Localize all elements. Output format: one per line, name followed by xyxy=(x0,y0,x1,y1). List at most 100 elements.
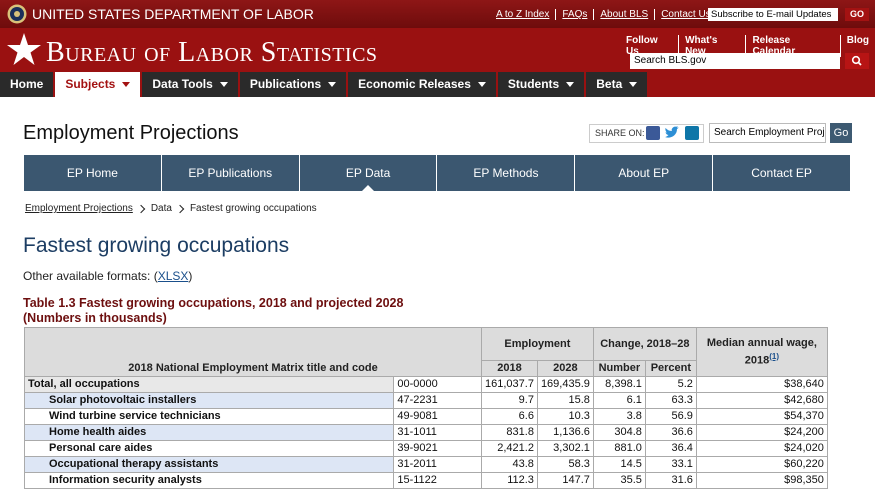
occupation-code: 39-9021 xyxy=(393,440,482,457)
occupation-code: 15-1122 xyxy=(393,472,482,489)
occupation-code: 31-1011 xyxy=(393,424,482,441)
ep-tab[interactable]: EP Methods xyxy=(437,155,575,191)
cell: $38,640 xyxy=(695,376,828,393)
nav-item[interactable]: Beta xyxy=(586,72,648,97)
nav-label: Home xyxy=(10,77,44,91)
occupation-name: Total, all occupations xyxy=(23,376,395,393)
nav-item[interactable]: Economic Releases xyxy=(348,72,496,97)
cell: 6.6 xyxy=(481,408,538,425)
table-row: Home health aides 31-1011 831.8 1,136.6 304.… xyxy=(23,424,828,441)
nav-item[interactable]: Publications xyxy=(239,72,347,97)
ep-search-go[interactable]: Go xyxy=(830,123,852,143)
linkedin-icon[interactable] xyxy=(685,126,699,140)
crumb-separator xyxy=(175,204,185,213)
ep-search[interactable]: Search Employment Proj xyxy=(709,123,826,143)
occupation-code: 31-2011 xyxy=(393,456,482,473)
cell: $24,200 xyxy=(695,424,828,441)
ep-tab[interactable]: Contact EP xyxy=(713,155,850,191)
cell: $54,370 xyxy=(695,408,828,425)
twitter-icon[interactable] xyxy=(664,126,680,140)
occupation-code: 00-0000 xyxy=(393,376,482,393)
occupation-name: Solar photovoltaic installers xyxy=(23,392,395,409)
bls-search[interactable]: Search BLS.gov xyxy=(630,53,840,69)
table-row: Solar photovoltaic installers 47-2231 9.7 1… xyxy=(23,392,828,409)
facebook-icon[interactable] xyxy=(646,126,660,140)
subscribe-go[interactable]: GO xyxy=(845,8,869,21)
nav-label: Subjects xyxy=(65,77,116,91)
cell: 1,136.6 xyxy=(536,424,594,441)
nav-caret xyxy=(328,82,337,87)
cell: 36.4 xyxy=(644,440,697,457)
subheader-row: 2018 2028 Number Percent xyxy=(25,360,828,377)
table-row: Occupational therapy assistants 31-2011 43… xyxy=(23,456,828,473)
bls-search-button[interactable] xyxy=(845,53,869,69)
employment-header: Employment xyxy=(481,327,594,361)
follow-link[interactable]: Blog xyxy=(839,35,875,57)
cell: 8,398.1 xyxy=(592,376,646,393)
formats-prefix: Other available formats: ( xyxy=(23,269,158,283)
search-icon xyxy=(851,55,862,66)
nav-label: Students xyxy=(507,77,560,91)
table-body: Total, all occupations 00-0000 161,037.7 16… xyxy=(23,376,828,489)
cell: 3.8 xyxy=(592,408,646,425)
table-row: Information security analysts 15-1122 112.… xyxy=(23,472,828,489)
cell: 881.0 xyxy=(592,440,646,457)
cell: 36.6 xyxy=(644,424,697,441)
top-link[interactable]: Contact Us xyxy=(654,9,716,20)
nav-list: Home Subjects Data Tools Publications Econom… xyxy=(0,72,649,97)
cell: 43.8 xyxy=(481,456,538,473)
cell: 31.6 xyxy=(644,472,697,489)
ep-tab[interactable]: About EP xyxy=(575,155,713,191)
table-row: Total, all occupations 00-0000 161,037.7 16… xyxy=(23,376,828,393)
nav-item[interactable]: Home xyxy=(0,72,54,97)
table-caption: Table 1.3 Fastest growing occupations, 2… xyxy=(23,296,403,326)
caption-title: Table 1.3 Fastest growing occupations, 2… xyxy=(23,296,404,310)
top-link[interactable]: A to Z Index xyxy=(496,9,550,20)
section-title: Employment Projections xyxy=(23,122,239,144)
ep-tab[interactable]: EP Home xyxy=(24,155,161,191)
share-box: SHARE ON: xyxy=(589,124,704,143)
nav-item[interactable]: Students xyxy=(497,72,585,97)
nav-caret xyxy=(219,82,228,87)
follow-link[interactable]: Release Calendar xyxy=(745,35,839,57)
subheader: 2028 xyxy=(536,360,594,377)
cell: 161,037.7 xyxy=(481,376,538,393)
cell: 147.7 xyxy=(536,472,594,489)
wage-footnote[interactable]: (1) xyxy=(769,351,779,361)
formats-line: Other available formats: (XLSX) xyxy=(23,269,192,283)
crumb[interactable]: Employment Projections xyxy=(25,203,133,214)
follow-link[interactable]: Follow Us xyxy=(626,35,658,57)
nav-caret xyxy=(477,82,486,87)
title-header: 2018 National Employment Matrix title an… xyxy=(24,327,482,377)
cell: 15.8 xyxy=(536,392,594,409)
cell: 63.3 xyxy=(644,392,697,409)
change-header: Change, 2018–28 xyxy=(592,327,697,361)
ep-tab[interactable]: EP Publications xyxy=(161,155,299,191)
nav-item[interactable]: Data Tools xyxy=(142,72,238,97)
nav-caret xyxy=(122,82,131,87)
bls-logo xyxy=(7,33,41,65)
cell: 5.2 xyxy=(644,376,697,393)
ep-tab[interactable]: EP Data xyxy=(299,155,437,191)
cell: 112.3 xyxy=(481,472,538,489)
ep-tabs: EP Home EP Publications EP Data EP Methods A… xyxy=(24,155,850,191)
occupation-code: 49-9081 xyxy=(393,408,482,425)
subscribe-input[interactable]: Subscribe to E-mail Updates xyxy=(708,8,838,21)
occupation-name: Occupational therapy assistants xyxy=(23,456,395,473)
data-table: 2018 National Employment Matrix title an… xyxy=(23,327,828,489)
follow-link[interactable]: What's New xyxy=(678,35,745,57)
subheader: Number xyxy=(592,360,646,377)
cell: 14.5 xyxy=(592,456,646,473)
nav-item[interactable]: Subjects xyxy=(55,72,141,97)
cell: 304.8 xyxy=(592,424,646,441)
bls-title[interactable]: Bureau of Labor Statistics xyxy=(46,37,378,68)
occupation-name: Wind turbine service technicians xyxy=(23,408,395,425)
occupation-name: Home health aides xyxy=(23,424,395,441)
subheader: Percent xyxy=(644,360,697,377)
cell: 2,421.2 xyxy=(481,440,538,457)
cell: 831.8 xyxy=(481,424,538,441)
top-link[interactable]: About BLS xyxy=(593,9,654,20)
xlsx-link[interactable]: XLSX xyxy=(157,269,189,283)
top-link[interactable]: FAQs xyxy=(555,9,593,20)
table-row: Wind turbine service technicians 49-9081 6… xyxy=(23,408,828,425)
